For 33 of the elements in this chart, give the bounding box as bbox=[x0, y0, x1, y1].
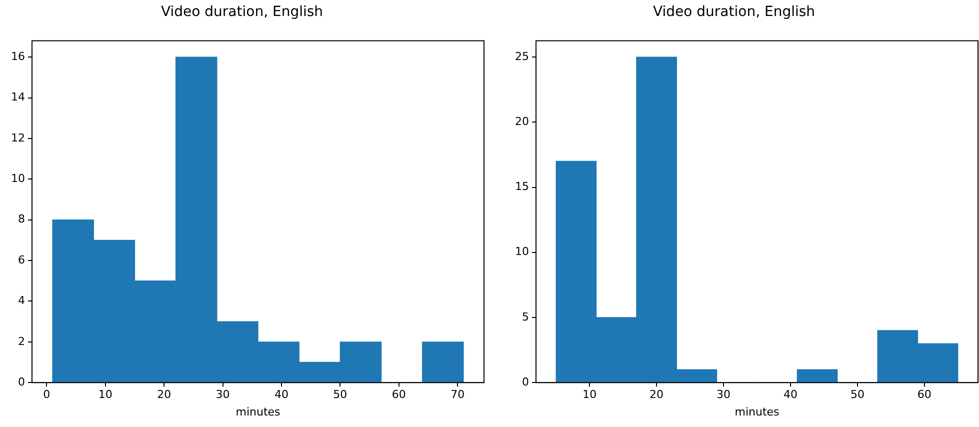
x-tick-label: 0 bbox=[43, 388, 50, 402]
y-tick-label: 0 bbox=[522, 375, 529, 388]
y-tick-label: 25 bbox=[515, 50, 529, 63]
x-tick-label: 30 bbox=[716, 388, 731, 402]
y-tick-label: 10 bbox=[11, 172, 25, 186]
y-tick-label: 14 bbox=[11, 90, 25, 104]
y-tick-label: 20 bbox=[515, 115, 529, 128]
y-tick-label: 6 bbox=[18, 253, 25, 266]
x-tick-label: 60 bbox=[392, 388, 406, 402]
x-tick-label: 10 bbox=[98, 388, 112, 402]
y-tick-label: 4 bbox=[18, 294, 25, 308]
chart-title: Video duration, English bbox=[160, 4, 324, 20]
x-axis-title: minutes bbox=[236, 405, 281, 418]
x-tick-label: 50 bbox=[850, 388, 864, 402]
x-tick-label: 30 bbox=[216, 388, 230, 402]
x-tick-label: 20 bbox=[157, 388, 172, 402]
y-tick-label: 16 bbox=[11, 50, 25, 63]
y-tick-label: 12 bbox=[11, 131, 25, 144]
x-tick-label: 10 bbox=[582, 388, 597, 402]
y-tick-label: 0 bbox=[18, 375, 25, 388]
x-tick-label: 40 bbox=[274, 388, 288, 402]
x-axis-title: minutes bbox=[734, 405, 780, 418]
x-tick-label: 50 bbox=[333, 388, 348, 402]
y-tick-label: 2 bbox=[18, 334, 25, 348]
x-tick-label: 70 bbox=[450, 388, 465, 402]
y-tick-label: 8 bbox=[18, 212, 25, 226]
x-tick-label: 60 bbox=[917, 388, 932, 402]
x-tick-label: 20 bbox=[650, 388, 664, 402]
x-tick-label: 40 bbox=[783, 388, 798, 402]
y-tick-label: 10 bbox=[515, 245, 529, 258]
y-tick-label: 5 bbox=[522, 310, 529, 324]
y-tick-label: 15 bbox=[515, 180, 529, 194]
chart-title: Video duration, English bbox=[652, 4, 816, 20]
